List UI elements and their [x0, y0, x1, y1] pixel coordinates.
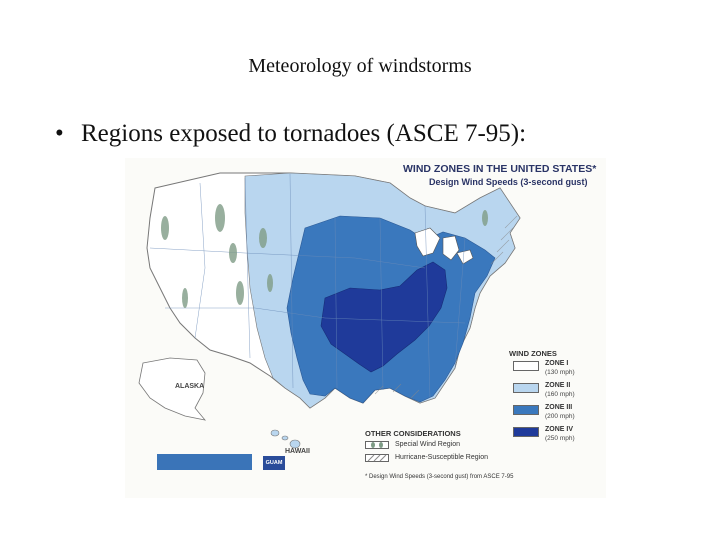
alaska-shape	[138, 357, 207, 421]
hawaii-label: HAWAII	[285, 448, 310, 455]
zone-4-label: ZONE IV	[545, 426, 574, 433]
special-wind-swatch	[365, 441, 389, 449]
map-subheading: Design Wind Speeds (3-second gust)	[429, 177, 588, 187]
bullet-text: Regions exposed to tornadoes (ASCE 7-95)…	[81, 120, 527, 147]
zone-4-swatch	[513, 427, 539, 437]
zone-3-speed: (200 mph)	[545, 413, 575, 420]
map-heading: WIND ZONES IN THE UNITED STATES*	[403, 163, 597, 175]
zone-4-region	[320, 261, 448, 373]
zone-1-swatch	[513, 361, 539, 371]
hurricane-swatch	[365, 454, 389, 462]
other-item-label: Special Wind Region	[395, 441, 460, 448]
alaska-label: ALASKA	[175, 383, 205, 390]
zone-3-label: ZONE III	[545, 404, 573, 411]
zone-2-label: ZONE II	[545, 382, 571, 389]
bullet-item: • Regions exposed to tornadoes (ASCE 7-95…	[55, 120, 526, 148]
guam-inset: GUAM	[263, 456, 285, 470]
other-item-label: Hurricane-Susceptible Region	[395, 454, 488, 461]
us-map-graphic	[138, 172, 521, 449]
zone-1-label: ZONE I	[545, 360, 569, 367]
zone-1-speed: (130 mph)	[545, 369, 575, 376]
puerto-rico-inset	[157, 454, 252, 470]
legend-title: WIND ZONES	[509, 349, 557, 358]
map-footnote: * Design Wind Speeds (3-second gust) fro…	[365, 474, 514, 480]
slide-title: Meteorology of windstorms	[248, 55, 472, 77]
hawaii-shape	[270, 429, 301, 449]
zone-2-swatch	[513, 383, 539, 393]
bullet-marker: •	[55, 120, 64, 147]
other-considerations-title: OTHER CONSIDERATIONS	[365, 429, 461, 438]
special-wind-regions	[161, 204, 488, 308]
state-boundaries	[149, 173, 466, 399]
zone-3-swatch	[513, 405, 539, 415]
zone-4-speed: (250 mph)	[545, 435, 575, 442]
zone-2-speed: (160 mph)	[545, 391, 575, 398]
hurricane-hatching	[374, 215, 518, 399]
great-lakes	[414, 227, 474, 265]
wind-zone-map: WIND ZONES IN THE UNITED STATES* Design …	[125, 158, 606, 498]
